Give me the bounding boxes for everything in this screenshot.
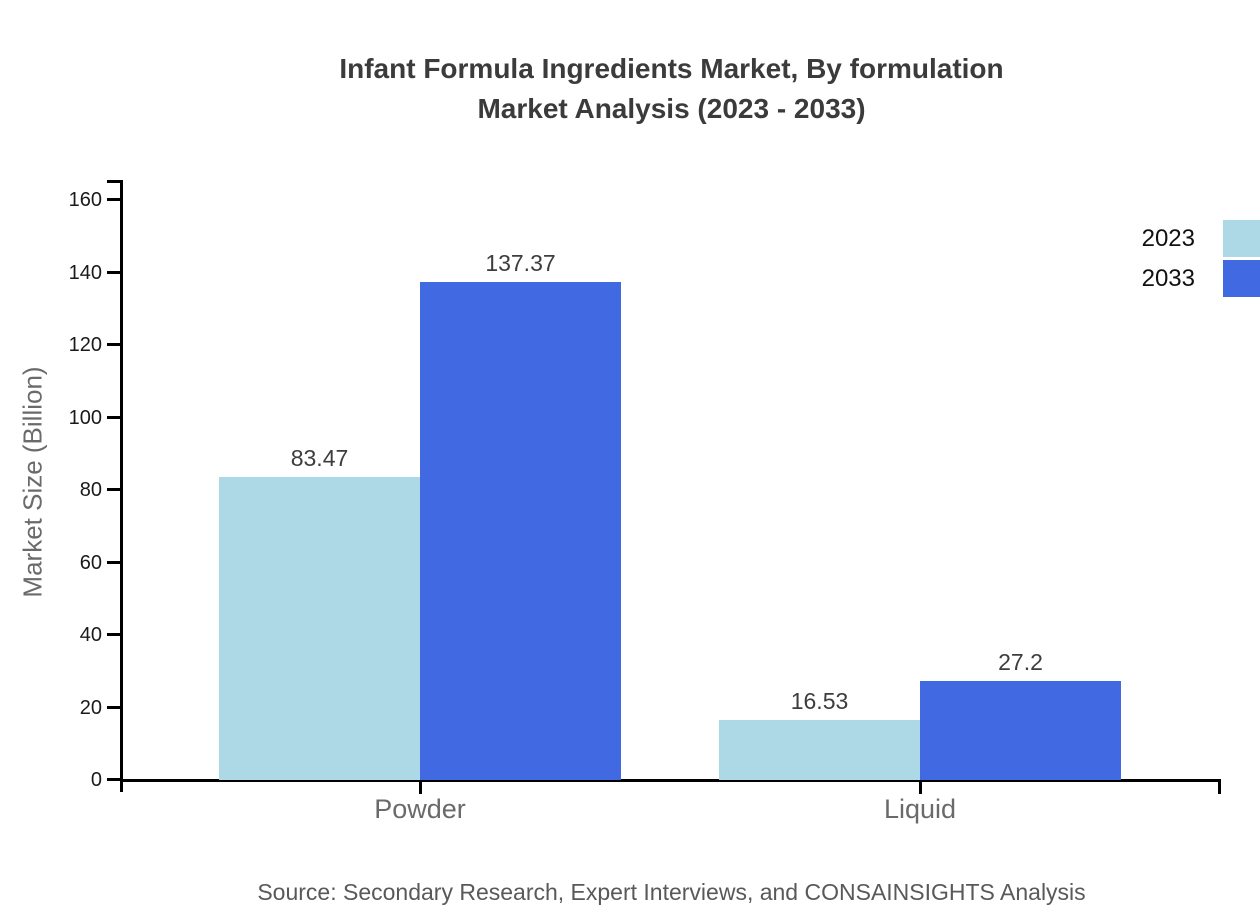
- category-label-powder: Powder: [374, 794, 466, 824]
- y-axis-end-cap: [107, 180, 121, 183]
- y-axis-line: [120, 180, 123, 792]
- y-tick-label: 80: [79, 479, 102, 501]
- x-axis-end-cap: [1218, 782, 1221, 794]
- y-axis-tick: [107, 416, 121, 419]
- source-note: Source: Secondary Research, Expert Inter…: [257, 879, 1086, 905]
- page-title-line2: Market Analysis (2023 - 2033): [477, 93, 866, 124]
- legend-swatch-2023: [1223, 220, 1260, 257]
- y-tick-label: 100: [68, 407, 102, 429]
- y-axis-tick: [107, 561, 121, 564]
- x-axis-tick: [419, 782, 422, 794]
- page-title-line1: Infant Formula Ingredients Market, By fo…: [339, 53, 1004, 84]
- y-axis-tick: [107, 633, 121, 636]
- value-label-powder-2023: 83.47: [290, 445, 349, 471]
- x-axis-tick: [919, 782, 922, 794]
- legend-swatch-2033: [1223, 260, 1260, 297]
- bar-liquid-2023: [719, 720, 920, 780]
- y-tick-label: 140: [68, 262, 102, 284]
- y-axis-tick: [107, 271, 121, 274]
- page-title: Infant Formula Ingredients Market, By fo…: [122, 49, 1221, 129]
- y-axis-tick: [107, 778, 121, 781]
- y-tick-label: 160: [68, 189, 102, 211]
- y-axis-tick: [107, 343, 121, 346]
- bar-liquid-2033: [920, 681, 1121, 780]
- y-tick-label: 60: [79, 552, 102, 574]
- bar-powder-2033: [420, 282, 621, 780]
- value-label-liquid-2033: 27.2: [998, 649, 1043, 675]
- legend-label-2033: 2033: [1141, 265, 1195, 292]
- legend-label-2023: 2023: [1141, 225, 1195, 252]
- category-label-liquid: Liquid: [883, 794, 957, 824]
- value-label-powder-2033: 137.37: [485, 250, 556, 276]
- y-axis-tick: [107, 198, 121, 201]
- y-tick-label: 20: [79, 697, 102, 719]
- y-tick-label: 40: [79, 624, 102, 646]
- y-axis-tick: [107, 488, 121, 491]
- bar-powder-2023: [219, 477, 420, 780]
- y-tick-label: 0: [90, 769, 102, 791]
- value-label-liquid-2023: 16.53: [790, 688, 849, 714]
- y-tick-label: 120: [68, 334, 102, 356]
- y-axis-tick: [107, 706, 121, 709]
- x-axis-line: [120, 779, 1221, 782]
